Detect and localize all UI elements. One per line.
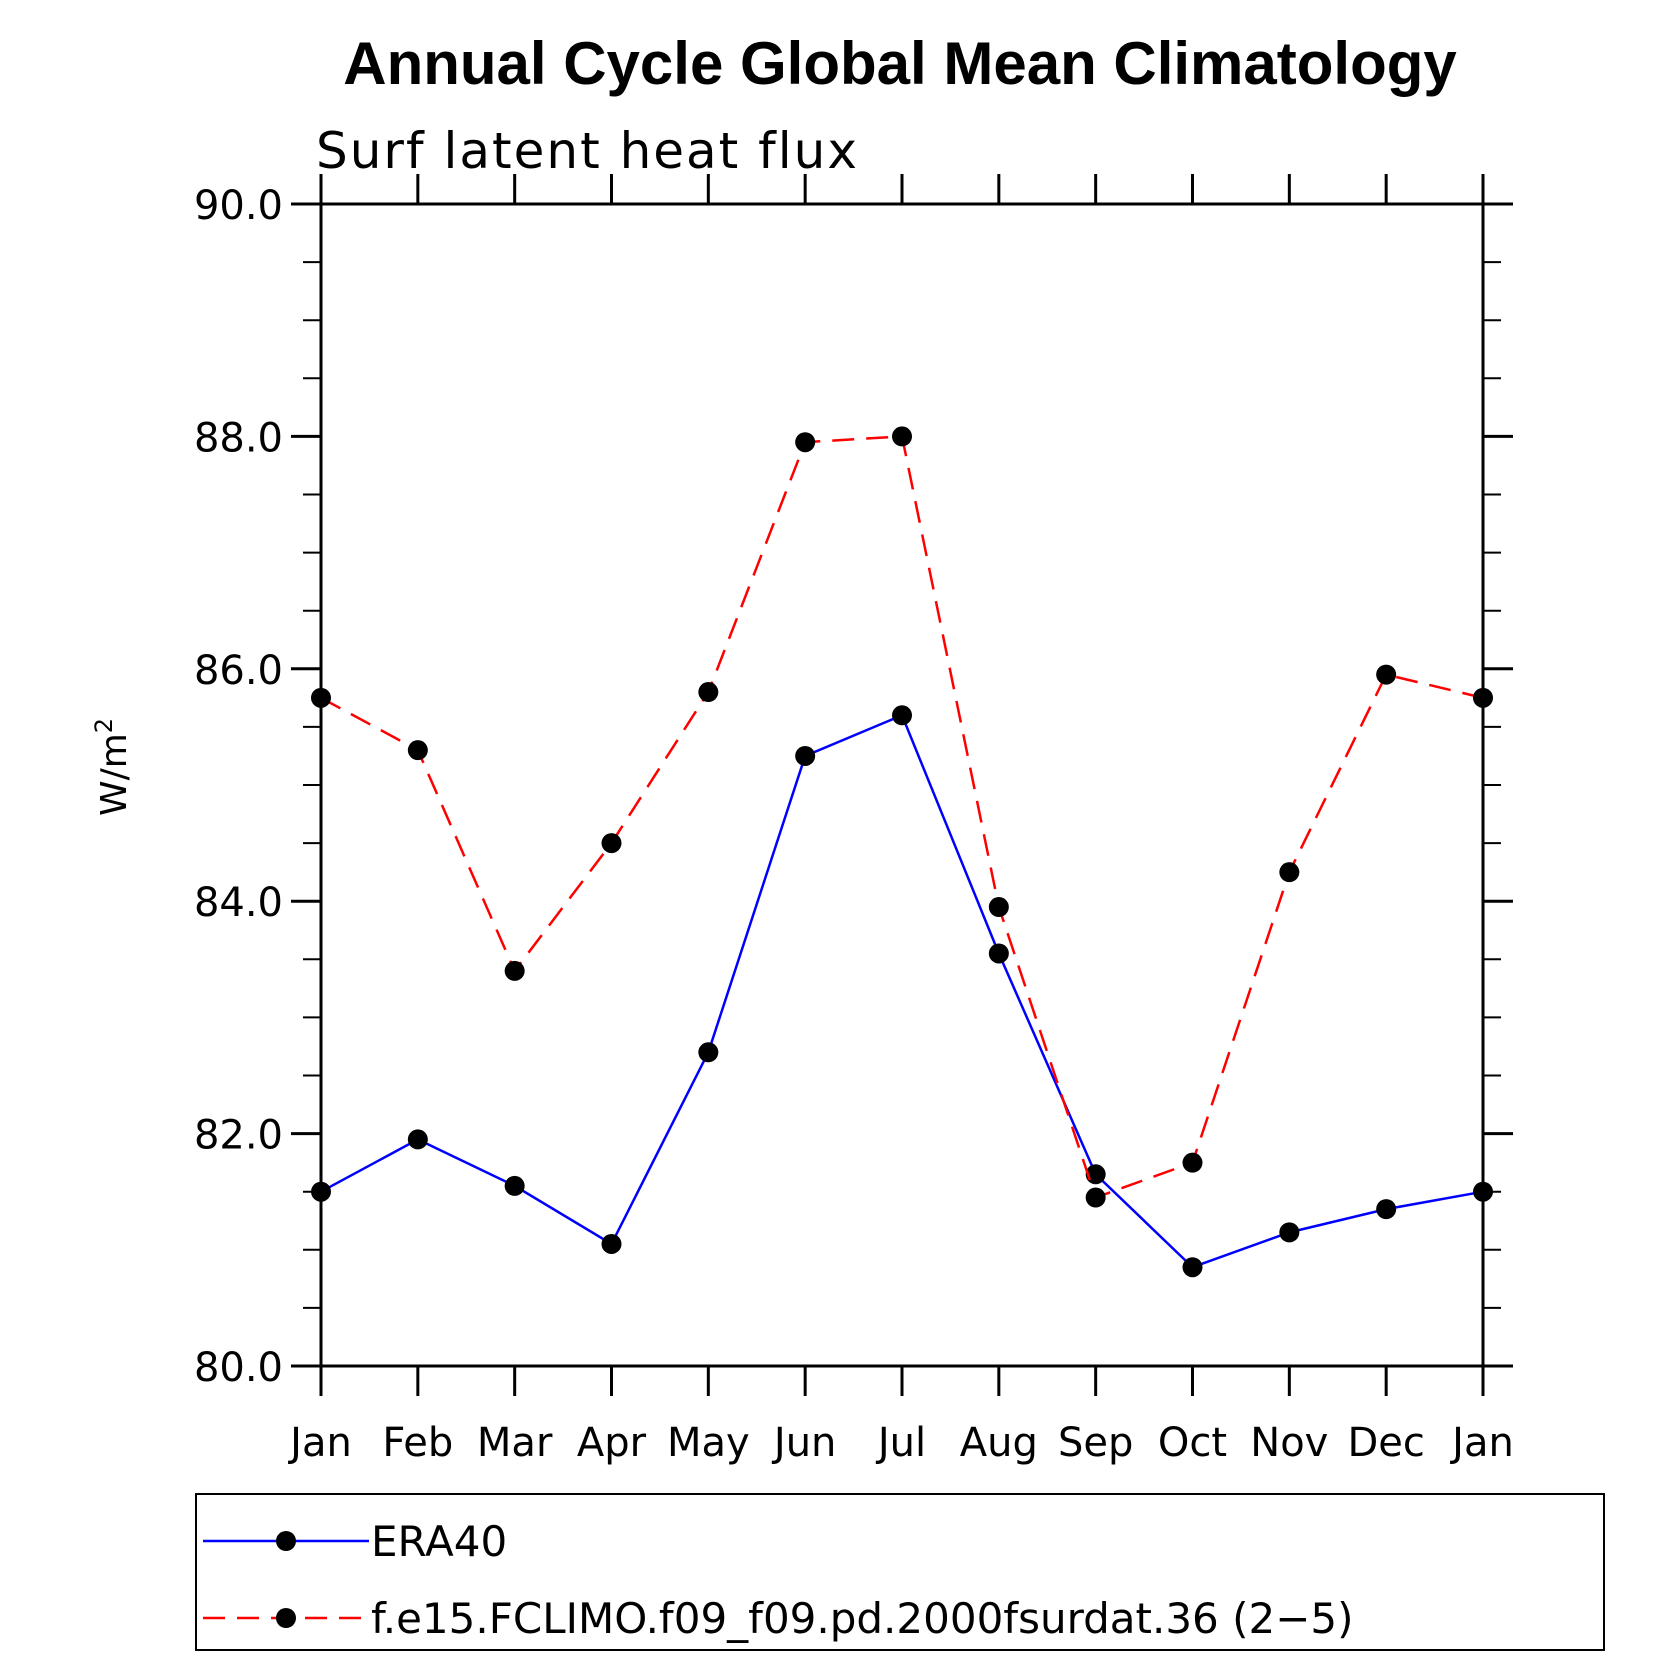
series-0-point [1279, 1222, 1300, 1243]
x-tick-label: Apr [577, 1420, 647, 1466]
series-0-point [892, 705, 912, 726]
series-1-point [601, 833, 622, 854]
chart-title: Annual Cycle Global Mean Climatology [343, 30, 1457, 97]
x-tick-label: Jan [1449, 1420, 1514, 1466]
series-1-point [1473, 687, 1493, 708]
y-tick-label: 90.0 [194, 183, 283, 229]
series-1-point [698, 682, 719, 703]
series-0-point [1473, 1181, 1493, 1202]
x-tick-label: Feb [382, 1420, 453, 1466]
series-0-point [311, 1181, 331, 1202]
series-1-point [1376, 664, 1397, 685]
chart-subtitle: Surf latent heat flux [316, 122, 859, 180]
x-tick-label: Mar [477, 1420, 553, 1466]
legend-marker-1 [276, 1608, 296, 1628]
legend-marker-0 [276, 1531, 296, 1551]
series-0-point [601, 1233, 622, 1254]
legend: ERA40 f.e15.FCLIMO.f09_f09.pd.2000fsurdat… [203, 1517, 1354, 1643]
series-1-point [1279, 862, 1300, 883]
y-axis-label: W/m2 [90, 718, 135, 816]
plot-frame [319, 202, 1485, 1368]
y-tick-label: 88.0 [194, 415, 283, 461]
y-tick-label: 80.0 [194, 1345, 283, 1391]
series-line-1 [320, 435, 1484, 1200]
x-tick-label: Aug [960, 1420, 1038, 1466]
legend-label-1: f.e15.FCLIMO.f09_f09.pd.2000fsurdat.36 (… [371, 1594, 1354, 1643]
series-1-point [1182, 1152, 1203, 1173]
series-layer [311, 426, 1493, 1278]
series-0-point [504, 1175, 525, 1196]
series-0-point [698, 1042, 719, 1063]
legend-box [195, 1493, 1605, 1651]
y-axis-label-superscript: 2 [90, 718, 118, 733]
legend-label-0: ERA40 [371, 1517, 507, 1566]
series-1-point [988, 897, 1009, 918]
series-1-point [407, 740, 428, 761]
x-tick-label: Jan [287, 1420, 352, 1466]
series-1-point [504, 960, 525, 981]
x-tick-label: Jun [771, 1420, 837, 1466]
series-1-point [311, 687, 331, 708]
series-0-point [795, 745, 816, 766]
x-tick-label: Oct [1158, 1420, 1227, 1466]
series-1-point [892, 426, 912, 447]
series-0-point [407, 1129, 428, 1150]
y-axis-label-text: W/m [94, 733, 135, 816]
x-tick-label: Dec [1347, 1420, 1424, 1466]
x-tick-label: Nov [1250, 1420, 1328, 1466]
series-line-0 [320, 713, 1484, 1269]
series-0-point [1182, 1257, 1203, 1278]
y-tick-label: 82.0 [194, 1113, 283, 1159]
x-tick-label: Sep [1058, 1420, 1133, 1466]
x-tick-label: May [667, 1420, 750, 1466]
y-tick-label: 84.0 [194, 880, 283, 926]
x-tick-label: Jul [875, 1420, 926, 1466]
axes: 80.0 82.0 84.0 86.0 88.0 90.0 Jan Feb Mar Apr May J… [194, 174, 1514, 1466]
series-0-point [1376, 1199, 1397, 1220]
series-1-point [795, 432, 816, 453]
series-0-point [988, 943, 1009, 964]
y-tick-label: 86.0 [194, 648, 283, 694]
series-1-point [1085, 1187, 1106, 1208]
